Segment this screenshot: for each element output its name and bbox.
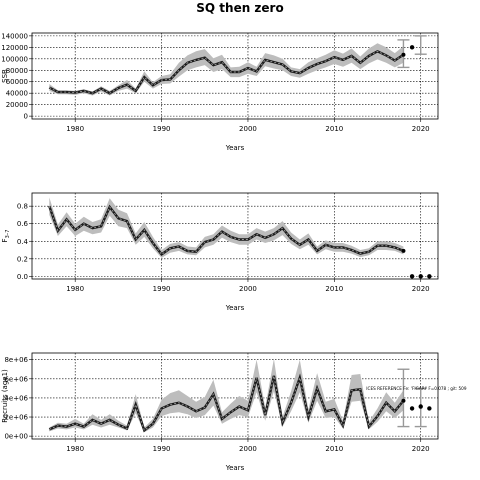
projection-point	[409, 45, 415, 50]
y-tick-label: 8e+06	[4, 356, 28, 364]
x-tick-label: 1980	[66, 445, 84, 453]
ssb-panel: 1980 1990 2000 2010 2020 0 20000 40000 60000 8000…	[1, 32, 439, 152]
x-tick-label: 1980	[66, 285, 84, 293]
series-line-overlay	[48, 206, 404, 256]
y-tick-label: 120000	[1, 44, 28, 52]
x-tick-label: 2010	[325, 285, 343, 293]
confidence-band	[49, 43, 404, 96]
data-point	[401, 398, 406, 403]
axes-frame	[31, 192, 439, 280]
data-point	[401, 52, 406, 57]
x-tick-label: 2020	[412, 125, 430, 133]
confidence-band	[49, 197, 404, 258]
y-axis-label: Recruits (age1)	[1, 369, 9, 423]
x-axis-label: Years	[225, 144, 245, 152]
projection-point	[418, 274, 423, 279]
recruits-panel: 1980 1990 2000 2010 2020 0e+00 2e+06 4e+06 6e+06…	[1, 352, 467, 472]
y-tick-label: 0.4	[17, 238, 29, 246]
y-tick-label: 0.6	[17, 220, 29, 228]
x-tick-label: 2010	[325, 445, 343, 453]
x-tick-label: 2000	[239, 125, 257, 133]
projection-point	[409, 274, 415, 279]
y-tick-label: 100000	[1, 55, 28, 63]
y-tick-label: 20000	[6, 101, 28, 109]
chart-title: SQ then zero	[196, 1, 283, 15]
x-tick-label: 2000	[239, 285, 257, 293]
projection-point	[427, 406, 432, 411]
y-tick-label: 80000	[6, 67, 28, 75]
x-axis-label: Years	[225, 304, 245, 312]
y-tick-label: 140000	[1, 32, 28, 40]
x-tick-label: 2010	[325, 125, 343, 133]
axes-frame	[31, 32, 439, 120]
y-tick-label: 4e+06	[4, 394, 28, 402]
x-tick-label: 2020	[412, 285, 430, 293]
projection-point	[427, 274, 432, 279]
projection-point	[409, 406, 415, 411]
y-tick-label: 0.8	[17, 203, 28, 211]
y-axis-label-subscript: 3–7	[5, 230, 11, 239]
x-tick-label: 2000	[239, 445, 257, 453]
y-tick-label: 0.0	[17, 273, 28, 281]
y-tick-label: 60000	[6, 78, 28, 86]
y-tick-label: 2e+06	[4, 414, 28, 422]
y-tick-label: 0.2	[17, 255, 28, 263]
x-tick-label: 1990	[153, 285, 171, 293]
axes-frame	[31, 352, 439, 440]
y-tick-label: 6e+06	[4, 375, 28, 383]
annotation-text: ICES REFERENCE Fe: 'FIGARI' F=0.078 ; gi…	[366, 386, 467, 391]
series-line-overlay	[49, 375, 404, 432]
y-axis-label: SSB	[1, 69, 9, 83]
y-axis-label: F3–7	[1, 230, 11, 243]
data-point	[401, 248, 406, 253]
x-tick-label: 1990	[153, 445, 171, 453]
series-line-overlay	[49, 50, 404, 94]
x-axis-label: Years	[225, 464, 245, 472]
fishing-mortality-panel: 1980 1990 2000 2010 2020 0.0 0.2 0.4 0.6 0.8 Years…	[1, 192, 439, 312]
y-tick-label: 0	[24, 113, 28, 121]
x-tick-label: 1980	[66, 125, 84, 133]
y-tick-label: 0e+00	[4, 433, 28, 441]
x-tick-label: 1990	[153, 125, 171, 133]
x-tick-label: 2020	[412, 445, 430, 453]
y-tick-label: 40000	[6, 90, 28, 98]
projection-point	[418, 404, 423, 409]
